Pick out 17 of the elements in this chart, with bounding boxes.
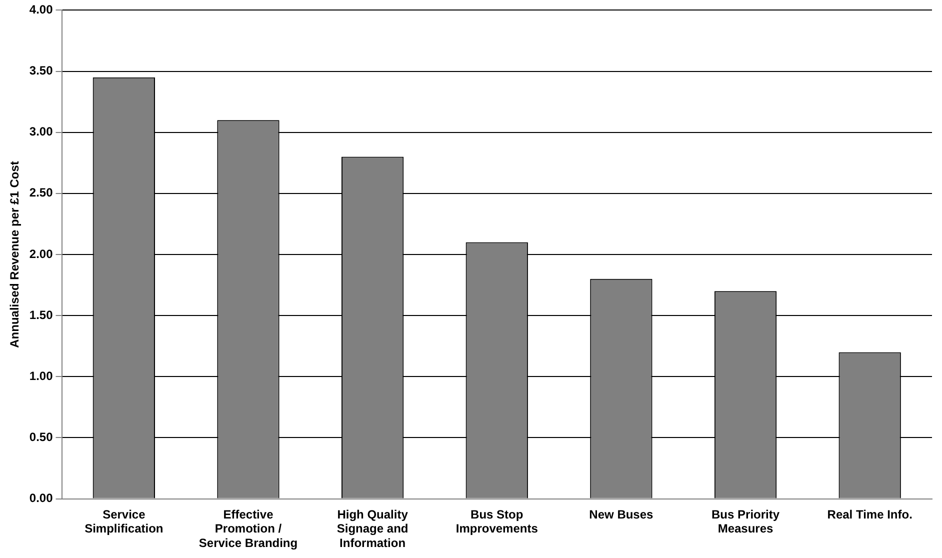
- x-tick-label: Bus Priority Measures: [712, 507, 780, 536]
- x-tick-label: Service Simplification: [84, 507, 164, 536]
- y-tick-label: 1.00: [29, 368, 54, 383]
- y-tick-label: 0.00: [29, 491, 54, 506]
- y-tick-label: 3.00: [29, 124, 54, 139]
- y-tick-label: 1.50: [29, 308, 54, 322]
- y-tick-label: 4.00: [29, 2, 54, 17]
- x-tick-label: High Quality Signage and Information: [336, 507, 408, 550]
- x-tick-label: Bus Stop Improvements: [456, 507, 538, 536]
- y-tick-label: 0.50: [29, 430, 54, 444]
- y-axis-title: Annualised Revenue per £1 Cost: [8, 161, 22, 348]
- y-tick-label: 2.50: [29, 186, 54, 200]
- x-tick-label: Real Time Info.: [827, 507, 912, 522]
- x-tick-label: Effective Promotion / Service Branding: [198, 507, 298, 550]
- x-tick-label: New Buses: [589, 507, 654, 522]
- y-tick-label: 3.50: [29, 64, 54, 78]
- y-tick-label: 2.00: [29, 246, 54, 261]
